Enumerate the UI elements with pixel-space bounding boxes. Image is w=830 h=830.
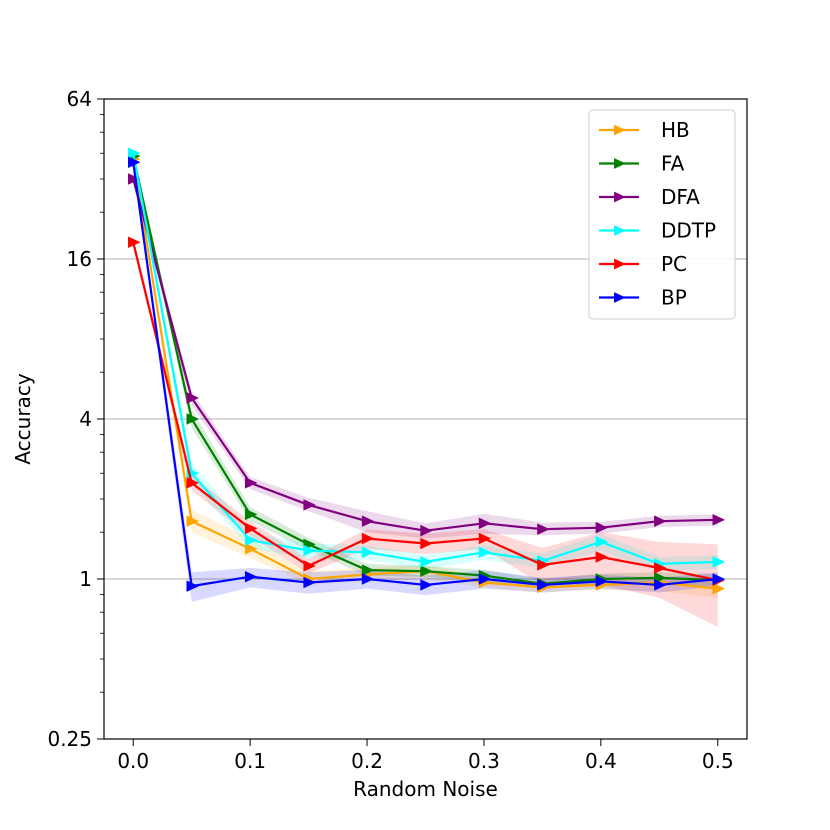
legend-entry-ddtp: DDTP — [599, 219, 716, 243]
marker-fa — [244, 508, 258, 521]
marker-fa — [186, 413, 200, 425]
marker-bp — [712, 573, 726, 585]
marker-ddtp — [361, 546, 375, 559]
legend-label-fa: FA — [661, 152, 685, 176]
marker-bp — [244, 570, 258, 583]
marker-bp — [595, 575, 609, 588]
x-tick-label: 0.2 — [351, 749, 383, 773]
x-tick-label: 0.3 — [468, 749, 500, 773]
x-axis-label: Random Noise — [353, 777, 498, 801]
marker-ddtp — [128, 147, 141, 160]
marker-pc — [537, 559, 550, 571]
x-tick-label: 0.1 — [234, 749, 266, 773]
legend: HB FA DFA DDTP PC BP — [588, 109, 736, 320]
y-axis-label: Accuracy — [11, 373, 35, 464]
x-tick-label: 0.0 — [117, 749, 149, 773]
legend-entry-dfa: DFA — [599, 185, 700, 209]
marker-bp — [128, 156, 141, 169]
marker-pc — [595, 551, 609, 563]
legend-label-pc: PC — [661, 252, 687, 276]
marker-fa — [420, 565, 433, 577]
marker-pc — [303, 560, 316, 572]
marker-pc — [654, 562, 667, 574]
legend-entry-hb: HB — [599, 118, 690, 142]
marker-ddtp — [303, 544, 316, 557]
legend-marker-pc — [614, 258, 626, 270]
legend-marker-bp — [614, 292, 626, 303]
marker-bp — [186, 580, 200, 592]
marker-bp — [478, 573, 492, 585]
legend-entry-bp: BP — [599, 286, 687, 310]
marker-ddtp — [244, 534, 258, 546]
marker-hb — [186, 515, 200, 527]
x-tick-label: 0.4 — [585, 749, 617, 773]
marker-dfa — [420, 524, 433, 537]
legend-label-ddtp: DDTP — [661, 219, 716, 243]
marker-dfa — [654, 515, 667, 527]
series-bp — [128, 156, 726, 592]
marker-pc — [478, 532, 492, 545]
marker-fa — [654, 572, 667, 584]
series-lines — [128, 147, 726, 595]
marker-pc — [420, 537, 433, 550]
legend-marker-ddtp — [614, 225, 626, 236]
y-axis-ticks: 0.25 1 4 16 64 — [47, 87, 104, 751]
marker-hb — [244, 542, 258, 555]
legend-label-dfa: DFA — [661, 185, 700, 209]
marker-ddtp — [595, 536, 609, 548]
legend-entry-fa: FA — [599, 152, 685, 176]
legend-label-bp: BP — [661, 286, 687, 310]
marker-bp — [361, 573, 375, 585]
marker-ddtp — [478, 546, 492, 559]
marker-dfa — [244, 477, 258, 489]
y-tick-label: 0.25 — [47, 727, 92, 751]
marker-dfa — [361, 515, 375, 527]
legend-entries: HB FA DFA DDTP PC BP — [599, 118, 716, 310]
marker-fa — [361, 564, 375, 576]
marker-pc — [244, 522, 258, 535]
marker-pc — [128, 236, 141, 249]
legend-label-hb: HB — [661, 118, 690, 142]
marker-dfa — [712, 514, 726, 526]
marker-dfa — [595, 521, 609, 534]
x-axis-ticks: 0.0 0.1 0.2 0.3 0.4 0.5 — [117, 739, 734, 773]
legend-box — [588, 109, 736, 320]
legend-marker-dfa — [614, 191, 626, 203]
series-dfa — [128, 173, 726, 537]
y-tick-label: 1 — [79, 567, 92, 591]
marker-pc — [361, 532, 375, 545]
x-tick-label: 0.5 — [702, 749, 734, 773]
marker-bp — [420, 579, 433, 591]
marker-dfa — [537, 523, 550, 535]
marker-bp — [303, 576, 316, 589]
marker-bp — [654, 579, 667, 591]
legend-entry-pc: PC — [599, 252, 687, 276]
y-tick-label: 16 — [67, 247, 92, 271]
marker-hb — [712, 582, 726, 595]
marker-dfa — [186, 392, 200, 404]
y-tick-label: 64 — [67, 87, 92, 111]
y-tick-label: 4 — [79, 407, 92, 431]
marker-dfa — [303, 499, 316, 511]
marker-ddtp — [420, 556, 433, 568]
marker-bp — [537, 579, 550, 591]
marker-pc — [186, 477, 200, 489]
marker-dfa — [478, 517, 492, 530]
legend-marker-fa — [614, 158, 626, 169]
legend-marker-hb — [614, 124, 626, 136]
marker-ddtp — [712, 556, 726, 568]
